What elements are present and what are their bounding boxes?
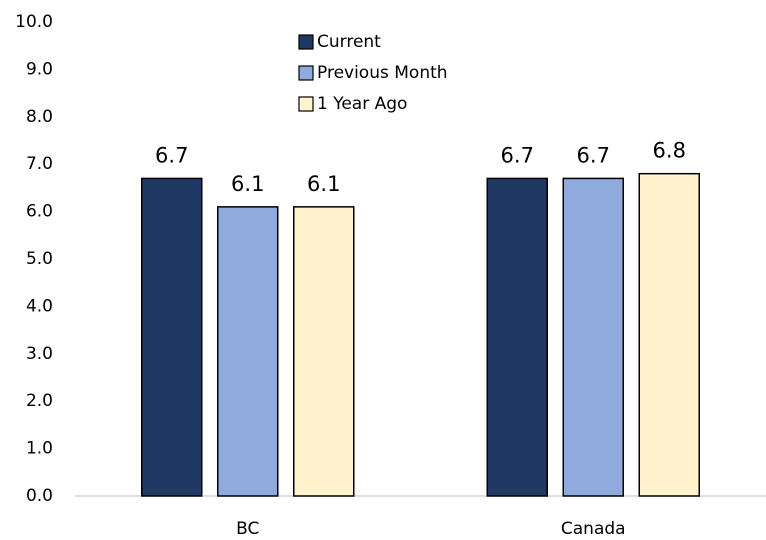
x-tick-label: BC xyxy=(236,519,259,539)
y-tick-label: 6.0 xyxy=(26,202,53,222)
legend-label: 1 Year Ago xyxy=(317,94,407,114)
bar xyxy=(638,172,700,497)
y-tick-label: 2.0 xyxy=(26,391,53,411)
value-label: 6.7 xyxy=(577,143,610,167)
legend-swatch xyxy=(298,65,314,81)
y-tick-label: 3.0 xyxy=(26,344,53,364)
legend-swatch xyxy=(298,96,314,112)
legend-label: Current xyxy=(317,32,381,52)
y-tick-label: 4.0 xyxy=(26,296,53,316)
bar xyxy=(217,206,279,497)
bar xyxy=(141,177,203,497)
y-tick-label: 8.0 xyxy=(26,107,53,127)
value-label: 6.7 xyxy=(501,143,534,167)
y-tick-label: 1.0 xyxy=(26,439,53,459)
value-label: 6.1 xyxy=(307,172,340,196)
y-tick-label: 10.0 xyxy=(15,12,53,32)
bar xyxy=(562,177,624,497)
bar xyxy=(293,206,355,497)
value-label: 6.1 xyxy=(231,172,264,196)
y-tick-label: 7.0 xyxy=(26,154,53,174)
bar xyxy=(486,177,548,497)
y-tick-label: 9.0 xyxy=(26,59,53,79)
value-label: 6.8 xyxy=(653,139,686,163)
y-tick-label: 5.0 xyxy=(26,249,53,269)
y-tick-label: 0.0 xyxy=(26,486,53,506)
value-label: 6.7 xyxy=(155,143,188,167)
legend-label: Previous Month xyxy=(317,63,448,83)
legend-swatch xyxy=(298,34,314,50)
x-tick-label: Canada xyxy=(561,519,626,539)
